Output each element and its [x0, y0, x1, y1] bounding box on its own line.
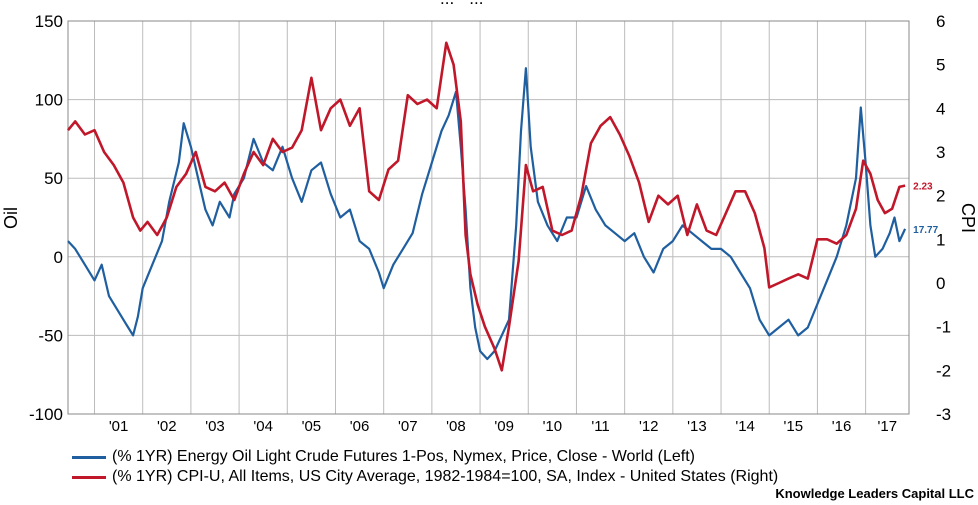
right-tick-label: 6 [936, 12, 945, 31]
x-tick-label: '07 [398, 418, 418, 435]
grid-lines [68, 20, 909, 415]
right-tick-label: 4 [936, 99, 945, 118]
x-tick-label: '09 [494, 418, 514, 435]
right-tick-label: 2 [936, 187, 945, 206]
x-tick-label: '13 [687, 418, 707, 435]
left-axis-title: Oil [1, 207, 21, 229]
credit-text: Knowledge Leaders Capital LLC [775, 486, 974, 501]
left-tick-label: 150 [35, 12, 63, 31]
left-tick-label: -50 [38, 326, 63, 345]
x-tick-label: '17 [878, 418, 898, 435]
x-tick-label: '15 [784, 418, 804, 435]
x-tick-label: '10 [543, 418, 563, 435]
x-tick-label: '04 [253, 418, 273, 435]
x-axis-ticks: '01 '02 '03 '04 '05 '06 '07 '08 '09 '10 '11 '12 '13 '… [109, 418, 897, 435]
right-tick-label: -2 [936, 361, 951, 380]
x-tick-label: '02 [157, 418, 177, 435]
right-tick-label: -1 [936, 318, 951, 337]
right-axis-ticks: -3 -2 -1 0 1 2 3 4 5 6 [936, 12, 951, 424]
oil-end-label: 17.77 [913, 225, 938, 236]
legend-swatch-cpi [72, 475, 106, 479]
x-tick-label: '16 [832, 418, 852, 435]
left-tick-label: 50 [44, 169, 63, 188]
left-tick-label: 0 [54, 248, 63, 267]
series-lines [66, 41, 907, 372]
legend-label-cpi: (% 1YR) CPI-U, All Items, US City Averag… [112, 468, 779, 485]
x-tick-label: '03 [205, 418, 225, 435]
right-tick-label: 0 [936, 274, 945, 293]
legend-item-cpi: (% 1YR) CPI-U, All Items, US City Averag… [72, 467, 778, 487]
x-tick-label: '01 [109, 418, 129, 435]
right-axis-title: CPI [958, 203, 978, 233]
legend-item-oil: (% 1YR) Energy Oil Light Crude Futures 1… [72, 447, 778, 467]
x-tick-label: '12 [639, 418, 659, 435]
oil-series-line [67, 67, 907, 361]
left-axis-ticks: -100 -50 0 50 100 150 [29, 12, 63, 424]
x-tick-label: '05 [302, 418, 322, 435]
right-tick-label: 5 [936, 56, 945, 75]
right-tick-label: -3 [936, 405, 951, 424]
x-tick-label: '11 [591, 418, 609, 435]
left-tick-label: -100 [29, 405, 63, 424]
end-labels: 17.77 2.23 [913, 182, 938, 236]
chart-title: ... - ... [440, 0, 483, 9]
legend-swatch-oil [72, 455, 106, 459]
right-tick-label: 3 [936, 143, 945, 162]
cpi-end-label: 2.23 [913, 182, 933, 193]
plot-frame [67, 20, 910, 415]
line-chart: -100 -50 0 50 100 150 -3 -2 -1 0 1 2 3 4 5 6 '01 '02 '03… [1, 12, 978, 435]
cpi-series-line [66, 41, 906, 372]
right-tick-label: 1 [936, 230, 945, 249]
x-tick-label: '14 [735, 418, 755, 435]
legend-label-oil: (% 1YR) Energy Oil Light Crude Futures 1… [112, 448, 695, 465]
legend: (% 1YR) Energy Oil Light Crude Futures 1… [72, 447, 778, 487]
x-tick-label: '08 [446, 418, 466, 435]
left-tick-label: 100 [35, 91, 63, 110]
x-tick-label: '06 [350, 418, 370, 435]
